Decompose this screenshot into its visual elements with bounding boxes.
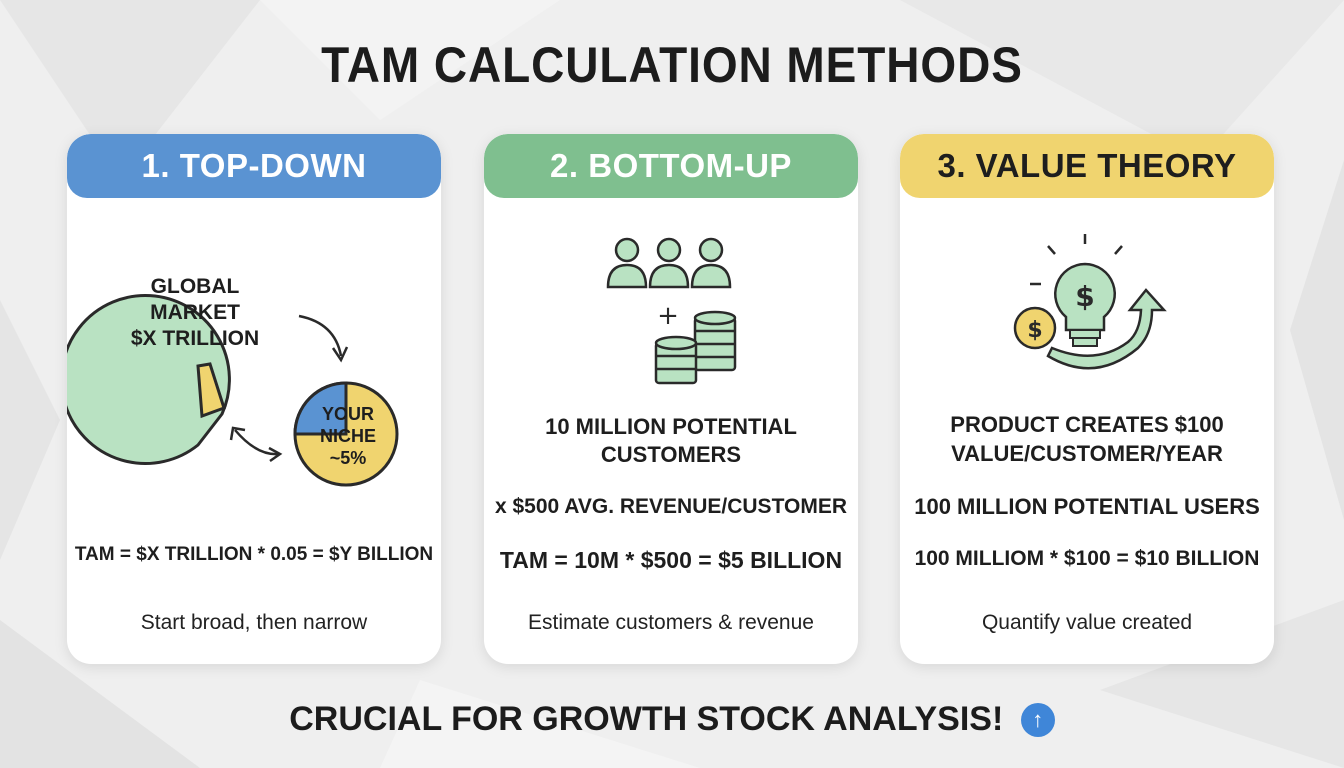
niche-label-line3: ~5%: [330, 448, 367, 468]
people-icon: [606, 237, 732, 289]
arrow-up-circle-icon: ↑: [1020, 703, 1055, 737]
missing-slice: [196, 362, 226, 419]
global-market-label-line3: $X TRILLION: [131, 327, 259, 350]
method-card-top-down: 1. TOP-DOWN GLOBAL MARKET $X TRILLION YO…: [67, 134, 441, 664]
method-card-value-theory: 3. VALUE THEORY $ $ PRODUCT CREATES $100…: [900, 134, 1274, 664]
global-market-label-line1: GLOBAL: [151, 275, 240, 298]
svg-text:$: $: [1027, 318, 1042, 343]
growth-arrow-icon: [1046, 288, 1167, 370]
card-header-bottom-up: 2. BOTTOM-UP: [484, 134, 858, 198]
revenue-per-customer: x $500 AVG. REVENUE/CUSTOMER: [494, 495, 848, 518]
curved-arrow-icon: [298, 314, 343, 357]
market-pie-illustration: GLOBAL MARKET $X TRILLION YOUR NICHE ~5%: [67, 275, 399, 487]
bottom-up-formula: TAM = 10M * $500 = $5 BILLION: [499, 547, 843, 573]
potential-users: 100 MILLION POTENTIAL USERS: [914, 494, 1260, 519]
value-theory-description: Quantify value created: [981, 611, 1193, 634]
coin-icon: $: [1013, 306, 1057, 350]
svg-text:$: $: [1075, 280, 1094, 313]
value-theory-formula: 100 MILLIOM * $100 = $10 BILLION: [914, 547, 1260, 570]
plus-icon: +: [657, 301, 679, 331]
niche-label-line1: YOUR: [322, 404, 374, 424]
light-rays-icon: [1030, 234, 1123, 286]
footer-text: CRUCIAL FOR GROWTH STOCK ANALYSIS!: [289, 700, 1004, 738]
coins-icon: [654, 310, 737, 385]
card-header-top-down: 1. TOP-DOWN: [67, 134, 441, 198]
top-down-description: Start broad, then narrow: [140, 611, 368, 634]
lightbulb-dollar-icon: $: [1054, 262, 1116, 347]
bottom-up-description: Estimate customers & revenue: [528, 611, 814, 634]
value-illustration: $ $: [1013, 234, 1167, 370]
niche-circle: [293, 381, 399, 487]
double-arrow-icon: [234, 429, 280, 456]
footer-banner: CRUCIAL FOR GROWTH STOCK ANALYSIS! ↑: [0, 700, 1344, 739]
customers-line2: CUSTOMERS: [600, 442, 742, 467]
value-line1: PRODUCT CREATES $100: [950, 412, 1224, 437]
customers-line1: 10 MILLION POTENTIAL: [545, 414, 797, 439]
method-card-bottom-up: 2. BOTTOM-UP + 10 MILLION POTENTIAL CUST…: [484, 134, 858, 664]
customers-coins-illustration: +: [606, 237, 737, 385]
value-line2: VALUE/CUSTOMER/YEAR: [951, 441, 1223, 466]
niche-label-line2: NICHE: [320, 426, 376, 446]
card-header-value-theory: 3. VALUE THEORY: [900, 134, 1274, 198]
global-market-label-line2: MARKET: [150, 301, 240, 324]
page-title: TAM CALCULATION METHODS: [321, 37, 1023, 93]
top-down-formula: TAM = $X TRILLION * 0.05 = $Y BILLION: [74, 544, 434, 565]
global-market-circle: [67, 293, 231, 465]
